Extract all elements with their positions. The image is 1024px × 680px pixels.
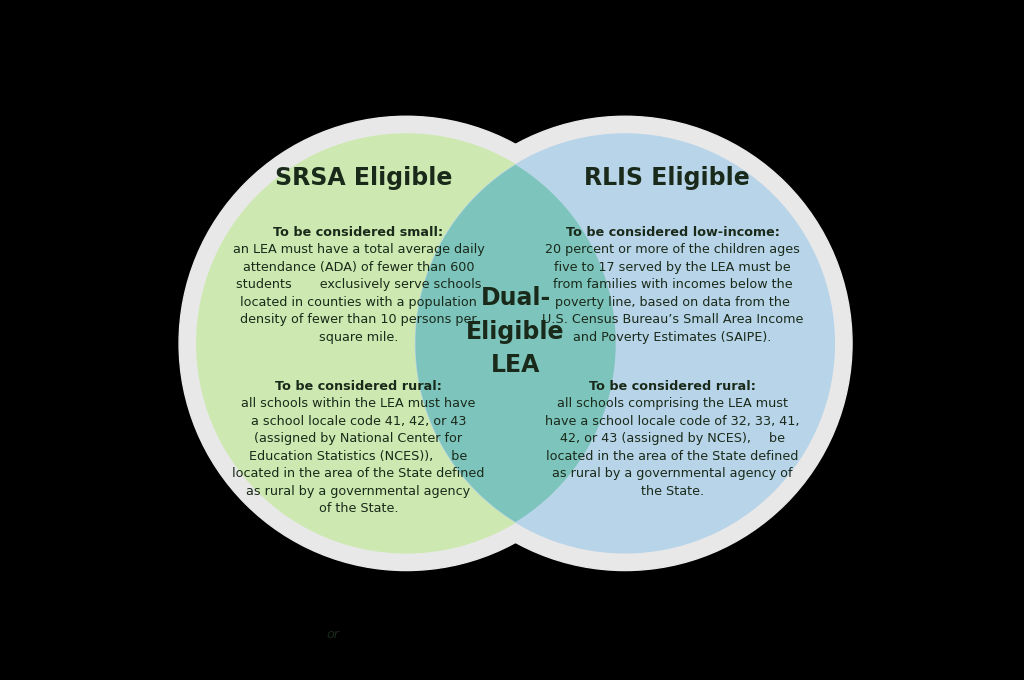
Text: all schools comprising the LEA must
have a school locale code of 32, 33, 41,
42,: all schools comprising the LEA must have… — [546, 397, 800, 498]
Text: To be considered rural:: To be considered rural: — [589, 380, 756, 393]
Text: Dual-
Eligible
LEA: Dual- Eligible LEA — [466, 286, 565, 377]
Text: SRSA Eligible: SRSA Eligible — [275, 166, 453, 190]
Text: To be considered small:: To be considered small: — [273, 226, 443, 239]
Circle shape — [197, 134, 615, 553]
Text: an LEA must have a total average daily
attendance (ADA) of fewer than 600
studen: an LEA must have a total average daily a… — [232, 243, 484, 344]
Text: all schools within the LEA must have
a school locale code 41, 42, or 43
(assigne: all schools within the LEA must have a s… — [232, 397, 484, 515]
Circle shape — [397, 116, 852, 571]
Text: To be considered low-income:: To be considered low-income: — [565, 226, 779, 239]
Text: 20 percent or more of the children ages
five to 17 served by the LEA must be
fro: 20 percent or more of the children ages … — [542, 243, 803, 344]
PathPatch shape — [416, 165, 615, 522]
Text: To be considered rural:: To be considered rural: — [275, 380, 442, 393]
Circle shape — [416, 134, 835, 553]
Circle shape — [179, 116, 634, 571]
Text: or: or — [327, 628, 339, 641]
Text: RLIS Eligible: RLIS Eligible — [585, 166, 751, 190]
